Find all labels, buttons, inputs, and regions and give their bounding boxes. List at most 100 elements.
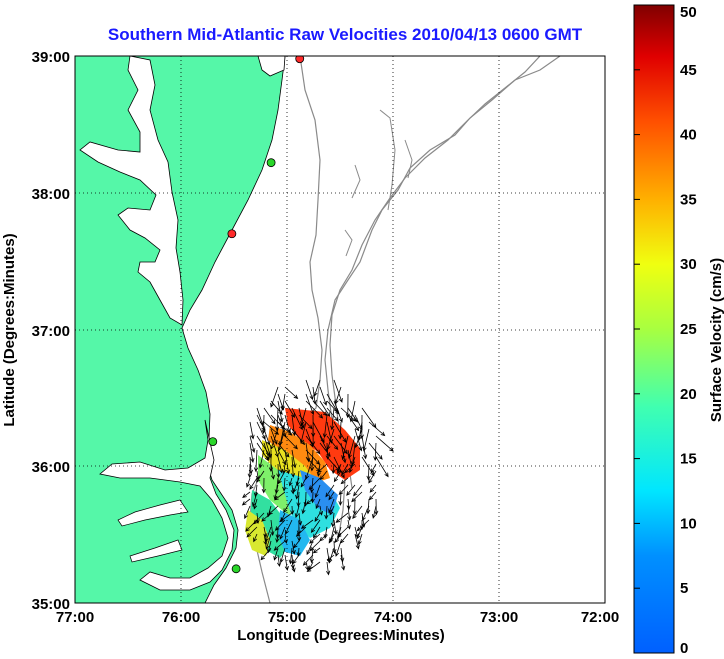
velocity-arrow [328,491,335,501]
colorbar-tick-label: 15 [680,451,697,468]
velocity-arrow [249,477,258,490]
velocity-arrow [274,519,286,531]
velocity-arrow [290,505,295,515]
velocity-arrow [270,463,276,480]
velocity-arrow [329,505,335,516]
velocity-arrow [334,386,342,405]
velocity-arrow [315,498,321,510]
velocity-arrow [354,533,360,550]
velocity-arrow [304,456,314,480]
velocity-arrow [336,463,342,475]
velocity-arrow [279,547,286,564]
x-tick-label: 72:00 [581,609,619,626]
velocity-arrow [375,456,389,478]
velocity-arrow [326,428,335,451]
velocity-arrow [326,456,340,472]
velocity-arrow [296,491,301,508]
velocity-arrow [249,442,255,463]
velocity-arrow [319,533,328,542]
velocity-arrow [362,505,370,522]
colorbar-tick-label: 10 [680,515,697,532]
velocity-arrow [249,435,256,453]
velocity-arrow [277,421,293,436]
velocity-arrow [279,512,293,523]
colorbar-ticks: 0 5 10 15 20 25 30 35 40 45 50 [634,4,697,657]
velocity-arrow [366,463,371,481]
velocity-arrow [284,435,298,450]
velocity-arrow [334,533,342,544]
velocity-arrow [340,442,347,464]
velocity-arrow [368,491,377,501]
velocity-arrow [348,456,356,474]
y-axis-label: Latitude (Degrees:Minutes) [1,233,18,426]
velocity-arrow [279,526,286,540]
velocity-arrow [298,414,313,430]
chesapeake-bay [79,56,184,326]
isobath-mid [344,109,413,257]
velocity-arrow [311,428,316,447]
velocity-arrow [260,547,272,561]
velocity-arrow [301,498,307,515]
velocity-arrow [270,435,279,458]
velocity-arrow [275,533,280,544]
velocity-arrow [308,477,321,490]
colorbar: 0 5 10 15 20 25 30 35 40 45 50 Surface Velocity (c… [633,4,724,657]
velocity-arrow [331,463,336,475]
velocity-arrow [369,484,377,493]
velocity-arrow [295,526,307,537]
velocity-arrow [328,533,335,544]
velocity-arrow [313,379,321,397]
x-tick-label: 75:00 [268,609,306,626]
x-tick-label: 73:00 [480,609,518,626]
colorbar-tick-label: 0 [680,640,688,657]
velocity-arrow [306,561,321,573]
velocity-arrow [276,554,282,568]
velocity-arrow [270,428,279,450]
velocity-arrow [351,491,363,503]
colorbar-tick-label: 40 [680,127,697,144]
velocity-arrow [277,400,284,423]
velocity-arrow [317,463,328,473]
velocity-arrow [305,442,311,463]
velocity-arrow [280,393,286,411]
velocity-arrow [256,470,265,483]
velocity-arrow [310,519,321,534]
velocity-arrow [344,463,356,474]
velocity-arrow [288,477,293,487]
velocity-arrow [283,498,293,514]
colorbar-tick-label: 20 [680,386,697,403]
velocity-arrow [356,519,370,532]
x-tick-labels: 77:00 76:00 75:00 74:00 73:00 72:00 [56,609,619,626]
y-tick-label: 38:00 [32,186,70,203]
velocity-arrow [322,414,328,439]
velocity-arrow [335,512,349,523]
velocity-arrow [253,449,259,473]
map-gridlines [75,56,605,603]
colorbar-tick-label: 25 [680,321,697,338]
velocity-arrow [309,540,321,552]
velocity-arrow [352,498,357,516]
velocity-arrow [352,505,363,520]
river-estuary-south [129,539,183,563]
velocity-arrow [270,386,279,408]
delaware-bay [257,56,286,77]
velocity-arrow [284,449,291,475]
y-tick-label: 37:00 [32,323,70,340]
velocity-arrow [318,505,324,516]
velocity-arrow [347,505,352,521]
velocity-arrow [338,491,343,506]
colorbar-tick-label: 45 [680,62,697,79]
velocity-arrow [326,561,331,576]
map-plot-area [74,55,606,604]
radar-station-marker [231,564,241,574]
x-tick-label: 76:00 [162,609,200,626]
velocity-arrow [333,470,342,483]
colorbar-tick-label: 30 [680,256,697,273]
velocity-arrow [305,400,324,419]
velocity-arrow [251,491,258,508]
velocity-arrow [261,477,266,494]
velocity-arrow [368,421,386,437]
velocity-arrow [341,435,349,460]
velocity-arrow [333,519,338,536]
velocity-arrow [273,547,279,561]
